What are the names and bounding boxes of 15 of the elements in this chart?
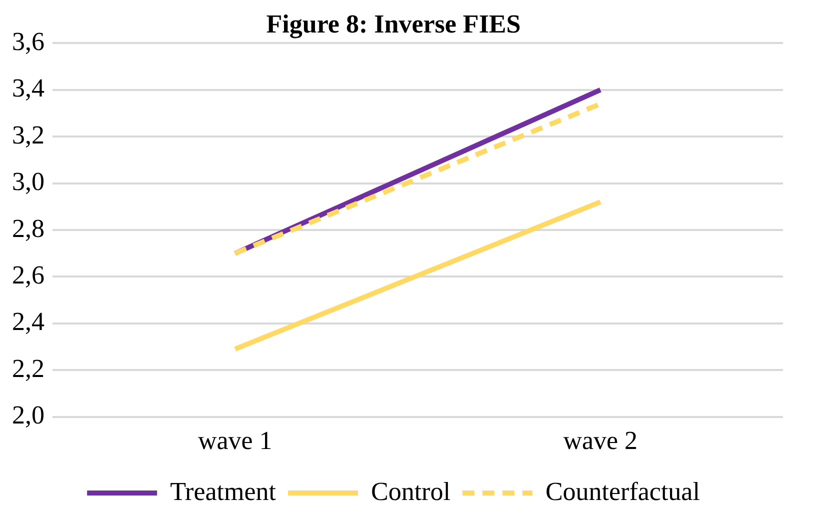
y-tick-label: 3,0 [12, 167, 44, 196]
chart-title: Figure 8: Inverse FIES [266, 9, 521, 38]
y-tick-label: 2,4 [12, 307, 44, 336]
y-tick-label: 3,6 [12, 27, 44, 56]
legend-label: Treatment [170, 476, 277, 506]
y-tick-label: 2,8 [12, 214, 44, 243]
x-tick-label: wave 2 [563, 426, 638, 456]
y-tick-label: 3,2 [12, 120, 44, 150]
y-tick-label: 2,2 [12, 354, 44, 383]
legend-label: Counterfactual [545, 476, 700, 506]
y-tick-label: 2,6 [12, 260, 44, 290]
x-tick-label: wave 1 [198, 426, 272, 456]
legend-label: Control [370, 476, 450, 506]
y-tick-label: 3,4 [12, 74, 44, 103]
y-tick-label: 2,0 [12, 400, 44, 430]
